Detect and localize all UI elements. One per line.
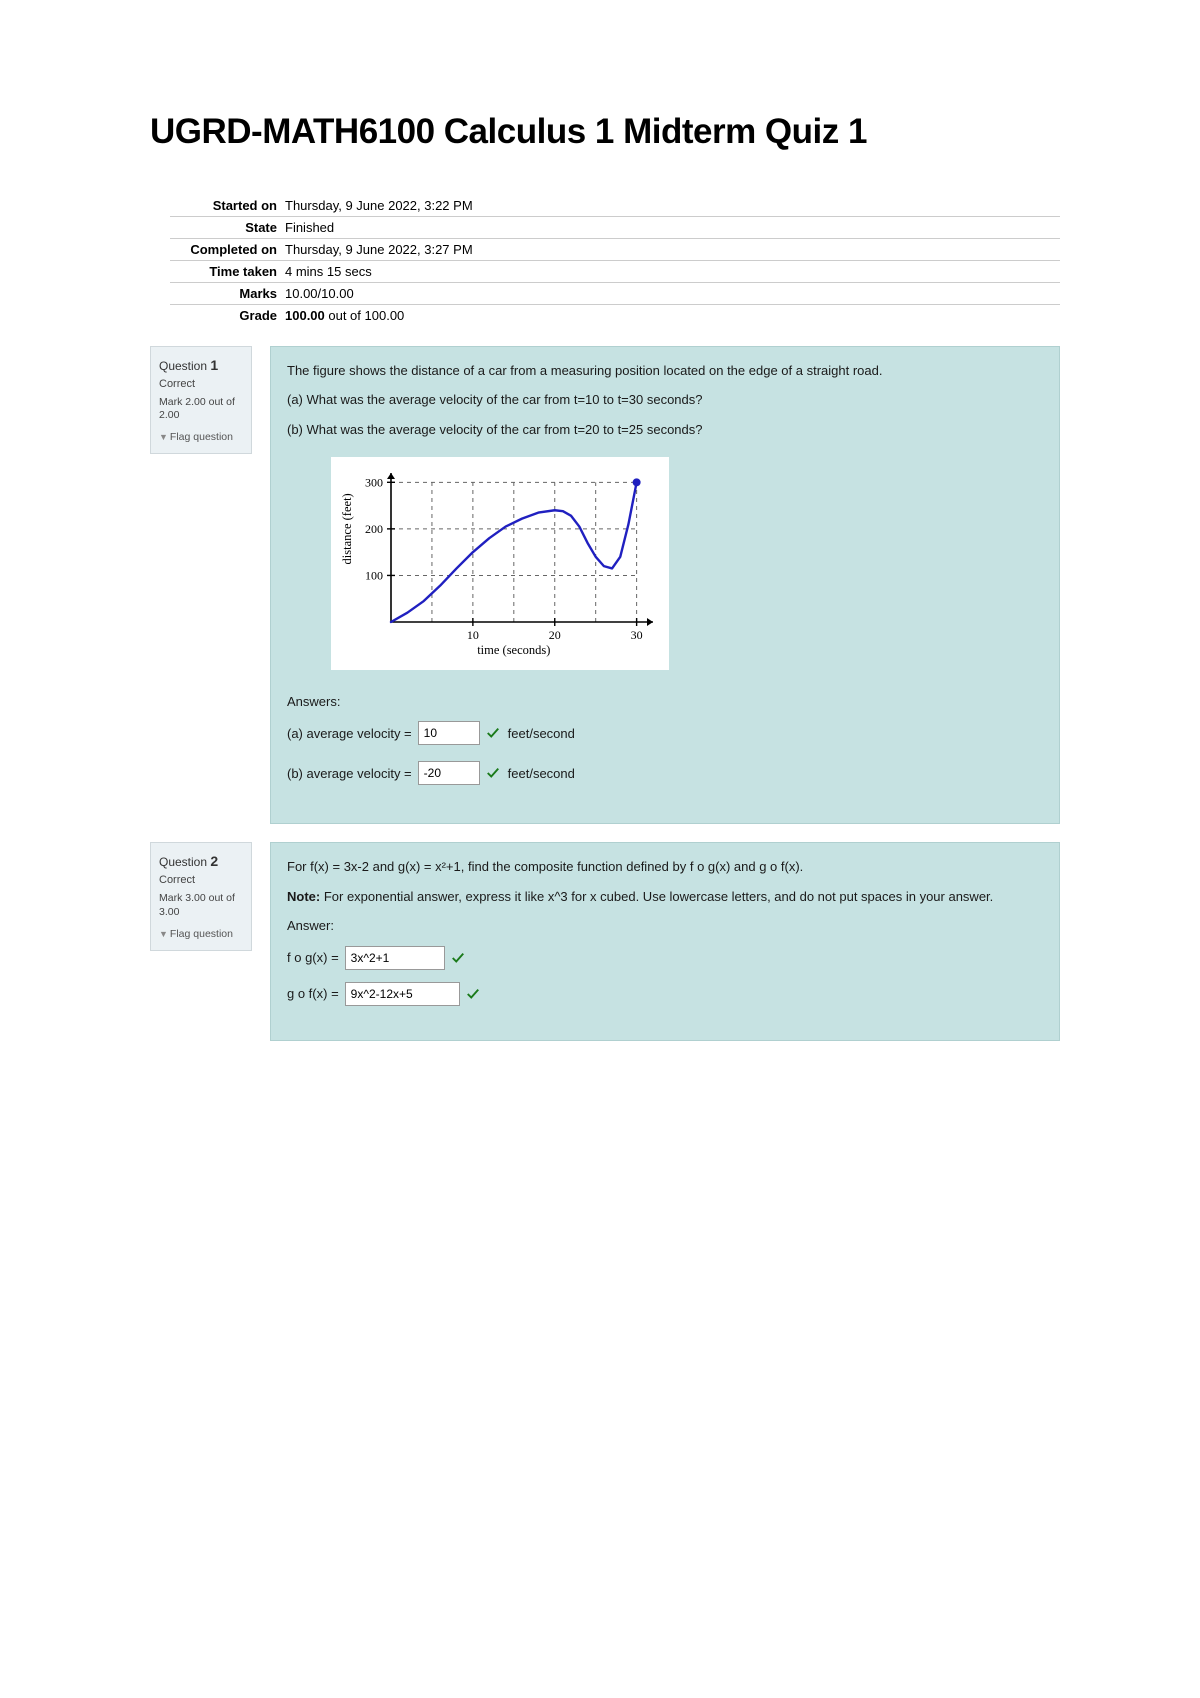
answer-b-input[interactable]	[418, 761, 480, 785]
question-mark: Mark 3.00 out of 3.00	[159, 892, 243, 919]
answer-a-input[interactable]	[418, 721, 480, 745]
question-1: Question 1 Correct Mark 2.00 out of 2.00…	[150, 346, 1060, 825]
summary-row: Started onThursday, 9 June 2022, 3:22 PM	[170, 194, 1060, 216]
summary-row: Time taken4 mins 15 secs	[170, 260, 1060, 282]
summary-label: State	[170, 220, 285, 235]
distance-time-chart: 10 20 30 100 200 300 time (seconds) distance (f…	[331, 457, 669, 670]
check-icon	[466, 987, 480, 1001]
question-note: Note: For exponential answer, express it…	[287, 887, 1043, 907]
svg-text:20: 20	[549, 628, 561, 642]
question-text: For f(x) = 3x-2 and g(x) = x²+1, find th…	[287, 857, 1043, 877]
svg-text:distance (feet): distance (feet)	[340, 494, 354, 565]
summary-row: Marks10.00/10.00	[170, 282, 1060, 304]
svg-text:30: 30	[631, 628, 643, 642]
answer-b-unit: feet/second	[508, 764, 575, 784]
check-icon	[451, 951, 465, 965]
summary-value: Thursday, 9 June 2022, 3:27 PM	[285, 242, 473, 257]
answers-heading: Answers:	[287, 692, 1043, 712]
summary-value: Thursday, 9 June 2022, 3:22 PM	[285, 198, 473, 213]
answer-a-unit: feet/second	[508, 724, 575, 744]
question-state: Correct	[159, 874, 243, 886]
flag-question-link[interactable]: ▼Flag question	[159, 431, 243, 443]
check-icon	[486, 726, 500, 740]
summary-row: Grade100.00 out of 100.00	[170, 304, 1060, 326]
question-content: For f(x) = 3x-2 and g(x) = x²+1, find th…	[270, 842, 1060, 1041]
summary-label: Marks	[170, 286, 285, 301]
flag-icon: ▼	[159, 432, 168, 442]
summary-value: 100.00 out of 100.00	[285, 308, 404, 323]
summary-value: Finished	[285, 220, 334, 235]
question-mark: Mark 2.00 out of 2.00	[159, 396, 243, 423]
question-state: Correct	[159, 378, 243, 390]
summary-label: Started on	[170, 198, 285, 213]
flag-icon: ▼	[159, 929, 168, 939]
answer-gof-input[interactable]	[345, 982, 460, 1006]
summary-label: Completed on	[170, 242, 285, 257]
answer-row-a: (a) average velocity = feet/second	[287, 721, 1043, 745]
question-text: The figure shows the distance of a car f…	[287, 361, 1043, 381]
question-number: Question 2	[159, 853, 243, 869]
answer-row-gof: g o f(x) =	[287, 982, 1043, 1006]
question-2: Question 2 Correct Mark 3.00 out of 3.00…	[150, 842, 1060, 1041]
answer-a-label: (a) average velocity =	[287, 724, 412, 744]
quiz-summary: Started onThursday, 9 June 2022, 3:22 PM…	[170, 194, 1060, 326]
svg-text:300: 300	[365, 476, 383, 490]
check-icon	[486, 766, 500, 780]
question-info-panel: Question 1 Correct Mark 2.00 out of 2.00…	[150, 346, 252, 454]
question-part-b: (b) What was the average velocity of the…	[287, 420, 1043, 440]
flag-question-link[interactable]: ▼Flag question	[159, 928, 243, 940]
question-info-panel: Question 2 Correct Mark 3.00 out of 3.00…	[150, 842, 252, 950]
answer-gof-label: g o f(x) =	[287, 984, 339, 1004]
svg-text:time (seconds): time (seconds)	[477, 643, 550, 657]
question-content: The figure shows the distance of a car f…	[270, 346, 1060, 825]
summary-row: Completed onThursday, 9 June 2022, 3:27 …	[170, 238, 1060, 260]
answer-row-fog: f o g(x) =	[287, 946, 1043, 970]
answer-heading: Answer:	[287, 916, 1043, 936]
summary-value: 10.00/10.00	[285, 286, 354, 301]
answer-row-b: (b) average velocity = feet/second	[287, 761, 1043, 785]
summary-value: 4 mins 15 secs	[285, 264, 372, 279]
question-number: Question 1	[159, 357, 243, 373]
answer-fog-input[interactable]	[345, 946, 445, 970]
svg-text:10: 10	[467, 628, 479, 642]
svg-text:100: 100	[365, 569, 383, 583]
page-title: UGRD-MATH6100 Calculus 1 Midterm Quiz 1	[150, 110, 1060, 154]
question-part-a: (a) What was the average velocity of the…	[287, 390, 1043, 410]
summary-label: Time taken	[170, 264, 285, 279]
summary-label: Grade	[170, 308, 285, 323]
svg-text:200: 200	[365, 522, 383, 536]
summary-row: StateFinished	[170, 216, 1060, 238]
answer-b-label: (b) average velocity =	[287, 764, 412, 784]
answer-fog-label: f o g(x) =	[287, 948, 339, 968]
